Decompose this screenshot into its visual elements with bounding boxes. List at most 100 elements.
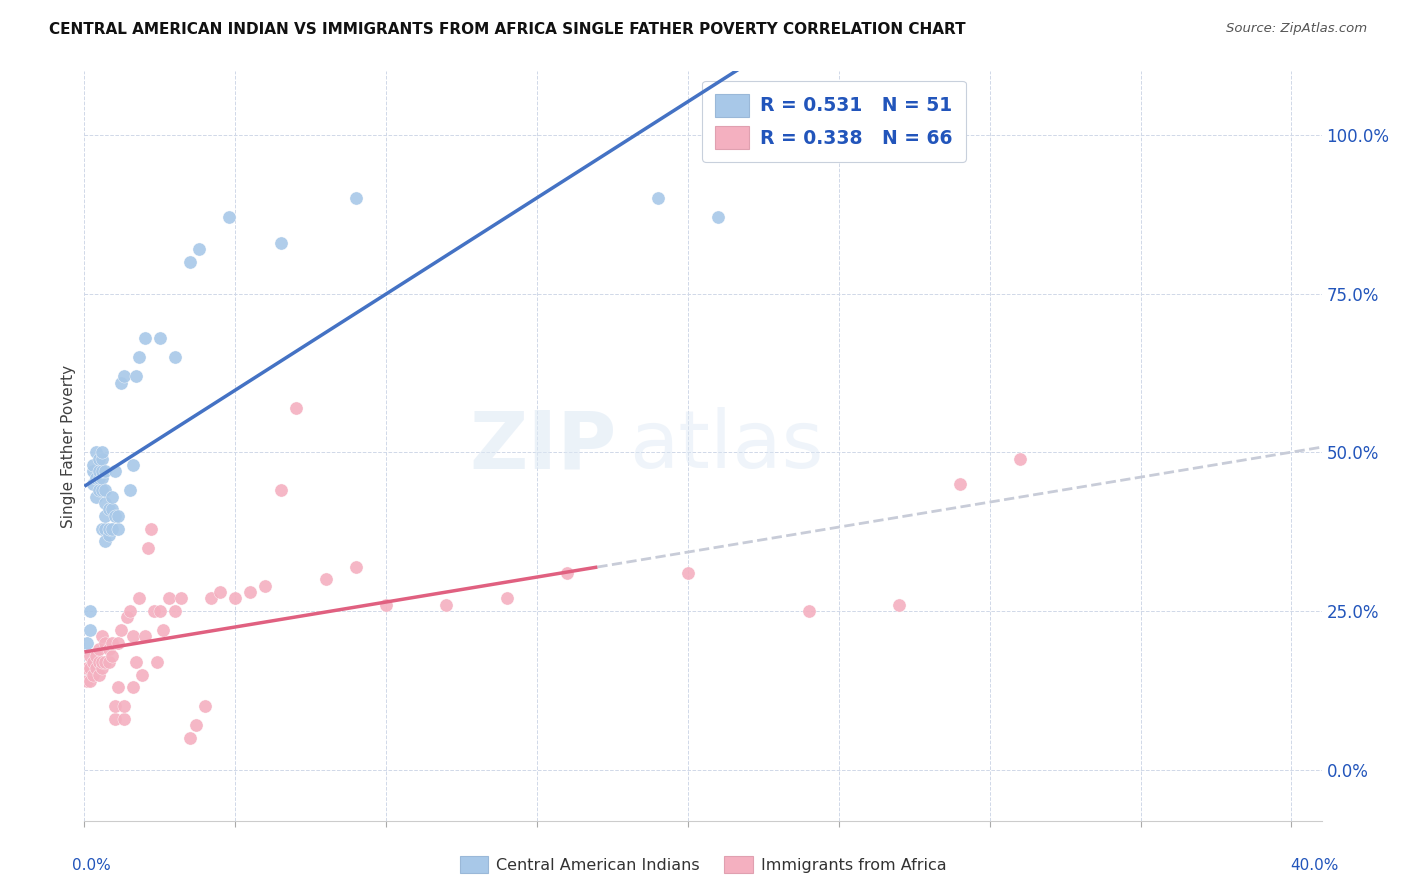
Point	[103, 508, 125, 523]
Point	[128, 591, 150, 606]
Point	[89, 642, 111, 657]
Point	[82, 477, 104, 491]
Point	[179, 731, 201, 745]
Point	[94, 636, 117, 650]
Point	[112, 369, 135, 384]
Point	[124, 655, 146, 669]
Point	[94, 522, 117, 536]
Point	[89, 667, 111, 681]
Point	[707, 211, 730, 225]
Point	[91, 445, 114, 459]
Text: 40.0%: 40.0%	[1291, 858, 1339, 872]
Point	[107, 522, 129, 536]
Point	[89, 655, 111, 669]
Point	[91, 471, 114, 485]
Point	[254, 579, 277, 593]
Point	[79, 604, 101, 618]
Point	[110, 623, 132, 637]
Point	[270, 235, 292, 250]
Text: 0.0%: 0.0%	[72, 858, 111, 872]
Point	[91, 483, 114, 498]
Point	[163, 350, 186, 364]
Point	[134, 331, 156, 345]
Text: ZIP: ZIP	[470, 407, 616, 485]
Point	[103, 464, 125, 478]
Point	[200, 591, 222, 606]
Point	[97, 502, 120, 516]
Point	[100, 648, 122, 663]
Point	[118, 483, 141, 498]
Legend: Central American Indians, Immigrants from Africa: Central American Indians, Immigrants fro…	[453, 849, 953, 880]
Point	[82, 458, 104, 472]
Point	[1008, 451, 1031, 466]
Point	[94, 534, 117, 549]
Point	[142, 604, 165, 618]
Point	[89, 451, 111, 466]
Point	[76, 661, 98, 675]
Point	[797, 604, 820, 618]
Point	[97, 655, 120, 669]
Point	[188, 242, 211, 256]
Point	[91, 451, 114, 466]
Point	[107, 681, 129, 695]
Point	[136, 541, 159, 555]
Point	[94, 496, 117, 510]
Point	[94, 655, 117, 669]
Point	[97, 528, 120, 542]
Point	[149, 331, 172, 345]
Point	[555, 566, 578, 580]
Point	[131, 667, 153, 681]
Point	[100, 490, 122, 504]
Point	[134, 630, 156, 644]
Point	[89, 483, 111, 498]
Point	[86, 648, 108, 663]
Point	[112, 699, 135, 714]
Point	[124, 369, 146, 384]
Point	[110, 376, 132, 390]
Point	[86, 471, 108, 485]
Point	[157, 591, 180, 606]
Point	[91, 522, 114, 536]
Point	[97, 522, 120, 536]
Point	[100, 502, 122, 516]
Point	[100, 522, 122, 536]
Point	[118, 604, 141, 618]
Point	[94, 464, 117, 478]
Point	[91, 630, 114, 644]
Point	[270, 483, 292, 498]
Point	[107, 508, 129, 523]
Point	[103, 712, 125, 726]
Point	[152, 623, 174, 637]
Point	[676, 566, 699, 580]
Point	[86, 490, 108, 504]
Point	[91, 661, 114, 675]
Point	[889, 598, 911, 612]
Point	[284, 401, 307, 415]
Point	[375, 598, 398, 612]
Text: atlas: atlas	[628, 407, 823, 485]
Point	[224, 591, 246, 606]
Point	[89, 464, 111, 478]
Point	[86, 661, 108, 675]
Point	[344, 191, 367, 205]
Point	[112, 712, 135, 726]
Point	[647, 191, 669, 205]
Point	[163, 604, 186, 618]
Point	[146, 655, 169, 669]
Text: CENTRAL AMERICAN INDIAN VS IMMIGRANTS FROM AFRICA SINGLE FATHER POVERTY CORRELAT: CENTRAL AMERICAN INDIAN VS IMMIGRANTS FR…	[49, 22, 966, 37]
Point	[103, 699, 125, 714]
Point	[194, 699, 217, 714]
Point	[107, 636, 129, 650]
Point	[79, 673, 101, 688]
Point	[115, 610, 138, 624]
Text: Source: ZipAtlas.com: Source: ZipAtlas.com	[1226, 22, 1367, 36]
Point	[79, 661, 101, 675]
Point	[82, 655, 104, 669]
Point	[79, 648, 101, 663]
Point	[344, 559, 367, 574]
Point	[436, 598, 458, 612]
Point	[79, 623, 101, 637]
Point	[82, 464, 104, 478]
Point	[94, 483, 117, 498]
Point	[179, 255, 201, 269]
